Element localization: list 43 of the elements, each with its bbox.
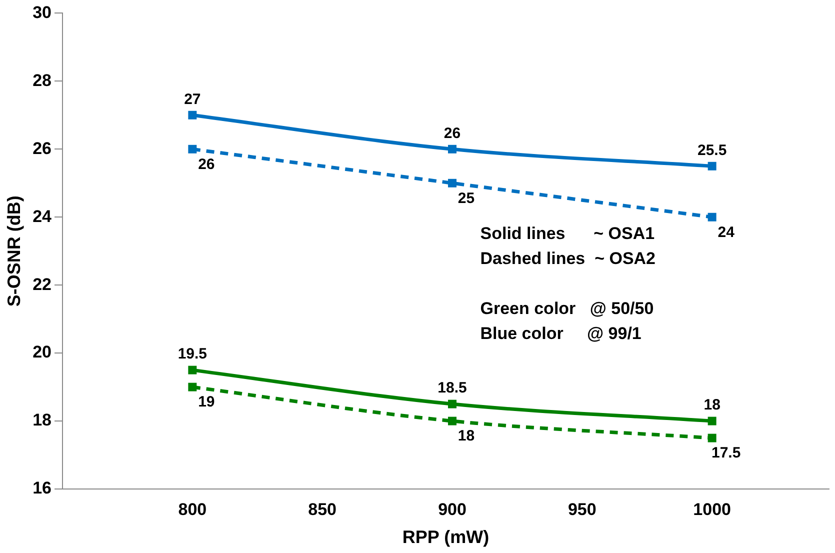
annotation: Solid lines ~ OSA1 bbox=[480, 224, 655, 244]
point bbox=[188, 366, 197, 374]
point bbox=[188, 382, 197, 392]
data-label: 18 bbox=[458, 428, 475, 445]
point bbox=[708, 212, 716, 222]
y-tick-label: 24 bbox=[32, 206, 52, 226]
point bbox=[448, 178, 456, 188]
data-label: 25.5 bbox=[697, 142, 727, 159]
data-label: 17.5 bbox=[711, 444, 741, 462]
point bbox=[708, 434, 716, 442]
data-label: 26 bbox=[198, 156, 215, 173]
data-label: 19 bbox=[198, 394, 215, 411]
point bbox=[708, 416, 716, 426]
data-label: 18 bbox=[704, 396, 720, 414]
x-tick-label: 850 bbox=[308, 500, 337, 519]
x-axis-title: RPP (mW) bbox=[402, 527, 490, 548]
annotation: Dashed lines ~ OSA2 bbox=[480, 249, 656, 268]
y-axis-title: S-OSNR (dB) bbox=[4, 196, 24, 307]
annotation: Blue color @ 99/1 bbox=[480, 324, 642, 344]
point bbox=[448, 144, 456, 154]
y-tick-label: 16 bbox=[32, 478, 52, 498]
x-tick-label: 900 bbox=[438, 500, 466, 519]
y-tick-label: 22 bbox=[32, 274, 52, 294]
data-label: 19.5 bbox=[178, 346, 208, 363]
y-tick-label: 26 bbox=[32, 138, 52, 158]
annotation: Green color @ 50/50 bbox=[480, 299, 654, 318]
point bbox=[708, 162, 716, 170]
point bbox=[188, 144, 197, 154]
y-tick-label: 30 bbox=[32, 2, 52, 22]
point bbox=[448, 400, 456, 408]
y-tick-label: 18 bbox=[32, 410, 52, 430]
x-tick-label: 950 bbox=[568, 500, 596, 519]
data-label: 24 bbox=[718, 224, 736, 241]
x-tick-label: 1000 bbox=[693, 500, 731, 519]
point bbox=[188, 110, 197, 120]
data-label: 25 bbox=[458, 190, 475, 207]
data-label: 18.5 bbox=[438, 380, 467, 397]
y-tick-label: 28 bbox=[32, 70, 52, 90]
data-label: 27 bbox=[184, 90, 201, 108]
data-label: 26 bbox=[444, 124, 461, 142]
x-tick-label: 800 bbox=[178, 500, 207, 519]
point bbox=[448, 416, 456, 426]
y-tick-label: 20 bbox=[32, 342, 52, 362]
